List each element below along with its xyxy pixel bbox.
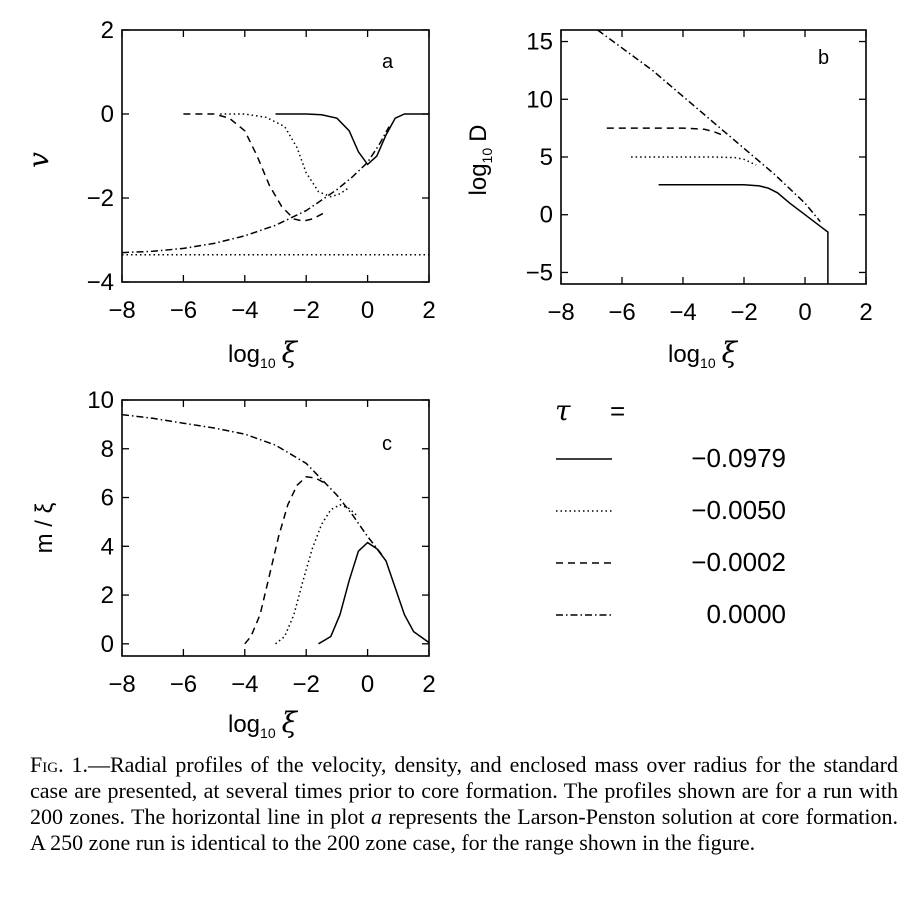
panel-a-xtick-label: 2: [422, 297, 435, 324]
panel-c-letter: c: [382, 433, 392, 455]
panel-b-xtick-label: −8: [547, 299, 574, 326]
panel-c-xlabel: log10 ξ: [228, 706, 299, 741]
panel-c-xtick-label: −2: [293, 671, 320, 698]
panel-a-xlabel: log10 ξ: [228, 336, 299, 371]
caption-text-1: —Radial profiles of the velocity, densit…: [30, 752, 898, 829]
panel-a-series-dotted: [220, 113, 350, 198]
panel-c-frame: [121, 399, 430, 657]
panel-a-ytick-label: −4: [87, 269, 114, 296]
legend-tau-symbol: τ: [555, 394, 571, 427]
legend-label: −0.0050: [691, 495, 786, 525]
panel-b-ytick-label: 15: [526, 29, 553, 56]
panel-b-xtick-label: −6: [608, 299, 635, 326]
panel-b-series: [597, 30, 829, 284]
panel-c-series-dotted: [275, 503, 359, 645]
panel-c-series-dashdot: [122, 413, 384, 557]
panel-b-series-dashdot: [597, 30, 821, 223]
panel-b-ytick-label: 5: [540, 144, 553, 171]
legend-equals: =: [610, 396, 625, 426]
panel-c-series-solid: [318, 541, 429, 645]
panel-c-ticks: −8 −6 −4 −2 0 2 0 2 4 6 8 10: [87, 387, 435, 698]
panel-a-letter: a: [382, 51, 394, 73]
panel-a-xtick-label: −4: [231, 297, 258, 324]
panel-b-series-dashed: [606, 127, 723, 136]
panel-c-mass: −8 −6 −4 −2 0 2 0 2 4 6 8 10 c log10 ξ m / ξ: [31, 387, 436, 741]
panel-b-xlabel: log10 ξ: [668, 336, 739, 371]
figure-caption: Fig. 1.—Radial profiles of the velocity,…: [30, 752, 898, 856]
panel-a-xtick-label: −6: [170, 297, 197, 324]
panel-a-ytick-label: 2: [101, 17, 114, 44]
panel-c-xtick-label: −4: [231, 671, 258, 698]
panel-c-xtick-label: 2: [422, 671, 435, 698]
legend-label: −0.0979: [691, 443, 786, 473]
panel-b-xtick-label: −2: [730, 299, 757, 326]
panel-a-xtick-label: −8: [108, 297, 135, 324]
panel-a-ticks: −8 −6 −4 −2 0 2 −4 −2 0 2: [87, 17, 436, 324]
caption-text-2: represents the Larson-Penston solution a…: [30, 804, 898, 855]
panel-b-ytick-label: 0: [540, 202, 553, 229]
panel-c-xtick-label: −6: [170, 671, 197, 698]
legend: τ = −0.0979 −0.0050 −0.0002 0.0000: [555, 394, 786, 629]
panel-a-frame: [121, 29, 430, 283]
panel-a-series-dashdot: [122, 126, 390, 254]
panel-a-series: [122, 113, 429, 256]
legend-label: 0.0000: [706, 599, 786, 629]
panel-b-xtick-label: 0: [798, 299, 811, 326]
panel-c-ytick-label: 10: [87, 387, 114, 414]
panel-b-ytick-label: −5: [526, 259, 553, 286]
panel-b-ticks: −8 −6 −4 −2 0 2 −5 0 5 10 15: [526, 29, 873, 326]
legend-entries: −0.0979 −0.0050 −0.0002 0.0000: [556, 443, 786, 629]
panel-a-velocity: −8 −6 −4 −2 0 2 −4 −2 0 2 a log10 ξ v: [22, 17, 436, 371]
panel-c-ytick-label: 2: [101, 582, 114, 609]
panel-c-ytick-label: 0: [101, 631, 114, 658]
panel-c-ytick-label: 4: [101, 533, 114, 560]
panel-b-ylabel: log10D: [465, 125, 495, 196]
panel-a-xtick-label: 0: [361, 297, 374, 324]
panel-b-series-solid: [658, 183, 829, 284]
panel-c-ytick-label: 8: [101, 436, 114, 463]
panel-b-ytick-label: 10: [526, 86, 553, 113]
figure-1: −8 −6 −4 −2 0 2 −4 −2 0 2 a log10 ξ v −8 −6 −4 −2 0 2 −5…: [22, 17, 873, 741]
panel-c-series: [122, 413, 429, 645]
panel-c-series-dashed: [244, 476, 325, 645]
legend-label: −0.0002: [691, 547, 786, 577]
panel-a-ytick-label: −2: [87, 185, 114, 212]
panel-c-ylabel: m / ξ: [31, 502, 58, 553]
panel-b-density: −8 −6 −4 −2 0 2 −5 0 5 10 15 b log10 ξ log10D: [465, 29, 873, 371]
panel-a-xtick-label: −2: [293, 297, 320, 324]
caption-prefix: Fig. 1.: [30, 752, 88, 777]
panel-a-series-solid: [275, 113, 429, 166]
panel-a-ytick-label: 0: [101, 101, 114, 128]
panel-a-series-dashed: [183, 113, 325, 222]
panel-b-xtick-label: 2: [859, 299, 872, 326]
panel-b-xtick-label: −4: [669, 299, 696, 326]
panel-b-series-dotted: [631, 156, 757, 166]
panel-c-ytick-label: 6: [101, 485, 114, 512]
panel-b-letter: b: [818, 47, 829, 69]
panel-c-xtick-label: 0: [361, 671, 374, 698]
caption-italic-a: a: [370, 804, 382, 829]
panel-c-xtick-label: −8: [108, 671, 135, 698]
panel-a-ylabel: v: [22, 152, 55, 168]
